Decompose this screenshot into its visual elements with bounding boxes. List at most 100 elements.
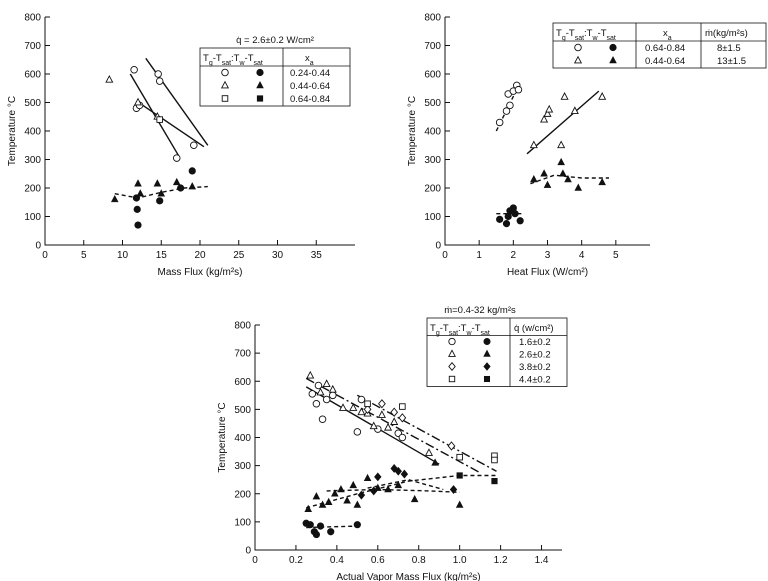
data-point-open-square <box>491 456 498 464</box>
data-point-filled-triangle <box>394 480 403 489</box>
legend-marker-open-square <box>221 95 229 102</box>
legend-header-temperature: Tg-Tsat:Tw-Tsat <box>203 53 263 67</box>
data-point-open-triangle <box>383 422 393 431</box>
data-point-filled-circle <box>312 530 321 539</box>
y-tick-label: 300 <box>424 155 441 166</box>
data-point-open-square <box>156 116 163 123</box>
data-point-open-circle <box>329 391 337 400</box>
legend-marker-filled-triangle <box>609 56 617 64</box>
data-point-filled-triangle <box>157 189 166 197</box>
data-point-open-triangle <box>545 104 554 113</box>
data-point-filled-triangle <box>540 169 548 177</box>
data-point-open-triangle <box>316 387 325 396</box>
data-point-filled-triangle <box>324 497 333 505</box>
y-tick-label: 700 <box>234 349 251 360</box>
legend-marker-filled-square <box>256 95 264 102</box>
x-tick-label: 1 <box>476 250 482 261</box>
x-tick-label: 2 <box>511 250 517 261</box>
trend-line-dashed <box>530 174 609 185</box>
data-point-filled-triangle <box>134 179 142 187</box>
trend-line-solid <box>145 57 209 146</box>
legend-panel-3: Tg-Tsat:Tw-Tsat q̇ (w/cm²) 1.6±0.2 2.6±0.23… <box>426 305 568 387</box>
legend-value: 0.44-0.64 <box>645 56 685 67</box>
x-tick-label: 35 <box>311 250 323 261</box>
data-point-filled-triangle <box>374 483 382 491</box>
legend-marker-open-square <box>448 375 456 383</box>
data-point-filled-diamond <box>357 490 366 500</box>
data-point-open-square <box>399 403 406 410</box>
data-point-open-triangle <box>369 421 378 430</box>
data-point-filled-triangle <box>559 169 567 177</box>
data-point-open-triangle <box>570 106 579 114</box>
x-axis-label: Mass Flux (kg/m²s) <box>158 267 243 278</box>
data-point-filled-diamond <box>370 486 378 496</box>
data-point-open-circle <box>357 395 366 404</box>
y-tick-label: 700 <box>424 41 441 52</box>
trend-line-dashed <box>326 488 460 493</box>
data-point-filled-triangle <box>530 175 538 183</box>
legend-value-mass-flux: 8±1.5 <box>717 43 741 54</box>
data-point-open-square <box>456 453 463 461</box>
legend-value: 0.64-0.84 <box>290 94 330 105</box>
trend-line-solid <box>526 90 600 155</box>
chart-panel-3: 0 100 200 300 400 500 600 700 800 0 0.2 0.4 0.6 0.8 1.… <box>217 321 562 581</box>
legend-value: 3.8±0.2 <box>519 362 551 373</box>
data-point-filled-circle <box>327 528 335 536</box>
x-tick-label: 15 <box>156 250 168 261</box>
x-tick-label: 5 <box>613 250 619 261</box>
data-point-filled-triangle <box>331 489 339 497</box>
data-point-open-circle <box>322 395 331 404</box>
x-tick-label: 0.6 <box>371 555 385 566</box>
y-tick-label: 700 <box>24 41 41 52</box>
legend-panel-2: Tg-Tsat:Tw-Tsat xa ṁ(kg/m²s) 0.64-0.84 8±1.5… <box>552 22 767 69</box>
data-point-open-triangle <box>306 370 315 379</box>
x-tick-label: 5 <box>81 250 87 261</box>
data-point-filled-triangle <box>598 177 606 186</box>
data-point-filled-triangle <box>431 458 439 466</box>
trend-line-dashed <box>306 525 358 529</box>
data-point-open-circle <box>318 415 327 423</box>
data-point-filled-triangle <box>363 473 372 482</box>
y-tick-label: 400 <box>234 433 251 444</box>
data-point-filled-triangle <box>153 179 162 187</box>
data-point-open-circle <box>502 107 511 115</box>
data-point-filled-diamond <box>400 469 409 479</box>
legend-marker-open-triangle <box>220 80 230 89</box>
legend-marker-filled-triangle <box>483 349 491 357</box>
y-tick-label: 400 <box>24 127 41 138</box>
y-tick-label: 0 <box>435 241 441 252</box>
legend-value-mass-flux: 13±1.5 <box>717 56 746 67</box>
y-tick-label: 600 <box>234 377 251 388</box>
data-point-filled-circle <box>353 521 361 529</box>
data-point-open-circle <box>398 433 407 442</box>
x-tick-label: 1.2 <box>494 555 508 566</box>
x-tick-label: 4 <box>579 250 585 261</box>
y-tick-label: 100 <box>424 212 441 223</box>
trend-line-dash-dot <box>305 377 481 474</box>
data-point-open-triangle <box>540 114 549 123</box>
data-point-open-diamond <box>390 407 399 417</box>
x-tick-label: 3 <box>545 250 551 261</box>
data-point-filled-circle <box>133 205 141 213</box>
x-tick-label: 0.4 <box>330 555 344 566</box>
y-tick-label: 400 <box>424 127 441 138</box>
y-tick-label: 800 <box>234 321 251 332</box>
legend-header-heat-flux: q̇ (w/cm²) <box>514 323 554 334</box>
y-tick-label: 0 <box>245 546 251 557</box>
data-point-filled-diamond <box>449 485 458 494</box>
data-point-open-circle <box>172 154 181 162</box>
data-point-filled-triangle <box>564 175 572 183</box>
legend-value: 2.6±0.2 <box>519 350 551 361</box>
y-tick-label: 100 <box>24 212 41 223</box>
data-point-open-triangle <box>598 92 607 100</box>
data-point-open-circle <box>506 101 514 110</box>
y-tick-label: 200 <box>424 184 441 195</box>
heat-flux-annotation: q̇ = 2.6±0.2 W/cm² <box>236 35 314 46</box>
legend-marker-open-circle <box>574 43 582 52</box>
y-tick-label: 200 <box>24 184 41 195</box>
legend-marker-filled-square <box>483 375 491 383</box>
legend-value: 0.44-0.64 <box>290 81 330 92</box>
data-point-open-triangle <box>133 97 143 106</box>
legend-marker-open-triangle <box>573 55 583 64</box>
